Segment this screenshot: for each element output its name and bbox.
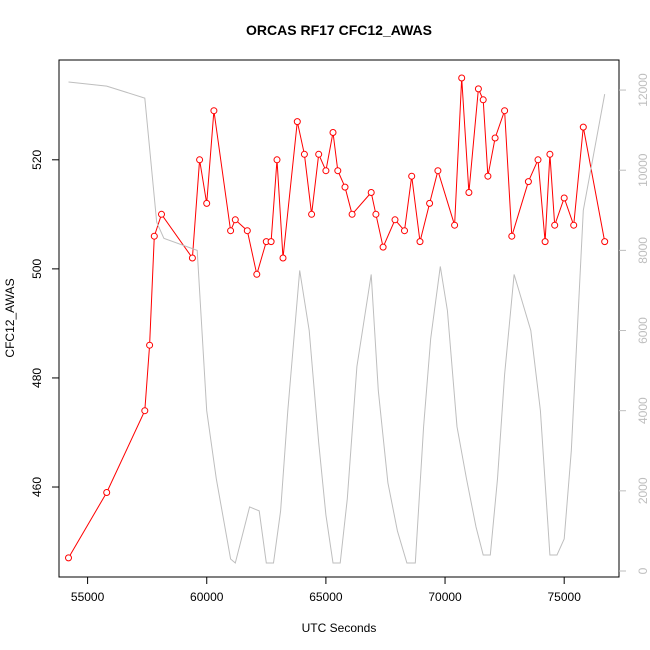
primary-data-point (372, 210, 380, 218)
primary-data-point (253, 270, 261, 278)
primary-data-point (391, 216, 399, 224)
y-tick-label: 460 (30, 477, 44, 497)
primary-data-point (322, 167, 330, 175)
primary-data-point (203, 199, 211, 207)
primary-data-point (546, 150, 554, 158)
primary-data-point (243, 227, 251, 235)
primary-data-point (65, 554, 72, 562)
primary-data-point (379, 243, 387, 251)
primary-data-point (348, 210, 356, 218)
primary-data-point (426, 199, 434, 207)
y-right-tick-label: 8000 (636, 237, 650, 264)
primary-data-point (141, 407, 149, 415)
y-right-tick-label: 10000 (636, 153, 650, 187)
primary-series-line (68, 77, 606, 559)
primary-data-point (103, 489, 111, 496)
primary-data-point (401, 227, 408, 235)
primary-data-point (560, 194, 568, 202)
primary-data-point (479, 96, 487, 104)
chart-title: ORCAS RF17 CFC12_AWAS (246, 22, 432, 38)
primary-data-point (231, 216, 239, 224)
primary-data-point (267, 238, 275, 246)
y-right-tick-label: 6000 (636, 317, 650, 344)
primary-data-point (484, 172, 492, 180)
primary-data-point (196, 156, 204, 164)
primary-data-point (534, 156, 542, 164)
y-right-tick-label: 12000 (636, 73, 650, 107)
primary-data-point (551, 221, 559, 229)
primary-data-point (279, 254, 287, 262)
primary-data-point (570, 221, 578, 229)
y-right-tick-label: 4000 (636, 397, 650, 424)
primary-data-point (329, 129, 337, 136)
y-tick-label: 480 (30, 368, 44, 388)
primary-data-point (300, 150, 308, 158)
primary-data-point (408, 172, 416, 180)
primary-data-point (434, 167, 442, 175)
primary-data-point (579, 123, 587, 131)
primary-data-point (150, 232, 158, 240)
primary-data-point (416, 238, 424, 246)
x-axis-label: UTC Seconds (302, 621, 377, 635)
primary-data-point (491, 134, 499, 142)
x-tick-label: 65000 (309, 590, 343, 604)
primary-data-point (146, 341, 154, 349)
x-tick-label: 70000 (428, 590, 462, 604)
primary-data-point (458, 74, 466, 82)
primary-data-point (501, 107, 509, 115)
plot-frame (58, 59, 620, 578)
x-tick-label: 60000 (190, 590, 224, 604)
primary-data-point (334, 167, 342, 175)
y-tick-label: 500 (30, 259, 44, 279)
primary-data-point (210, 107, 218, 115)
primary-data-point (273, 156, 281, 164)
x-tick-label: 75000 (548, 590, 582, 604)
primary-data-point (188, 254, 196, 262)
primary-data-point (601, 238, 609, 246)
secondary-series-line (68, 81, 606, 564)
y-tick-label: 520 (30, 149, 44, 169)
primary-data-point (308, 210, 316, 218)
y-right-tick-label: 0 (636, 567, 650, 574)
primary-data-point (158, 210, 165, 218)
primary-data-point (541, 238, 549, 246)
primary-data-point (451, 221, 459, 229)
primary-data-point (341, 183, 349, 191)
y-right-tick-label: 2000 (636, 477, 650, 504)
plot-area: 55000 60000 65000 70000 75000 460 480 500 520 0 20… (30, 59, 650, 604)
x-tick-label: 55000 (71, 590, 105, 604)
primary-data-point (524, 178, 532, 186)
primary-data-point (293, 118, 301, 126)
primary-data-point (367, 189, 375, 196)
primary-data-point (227, 227, 235, 235)
primary-data-point (465, 189, 473, 196)
primary-data-point (474, 85, 482, 93)
primary-data-point (508, 232, 516, 240)
primary-data-point (315, 150, 323, 158)
y-axis-label: CFC12_AWAS (3, 278, 17, 357)
